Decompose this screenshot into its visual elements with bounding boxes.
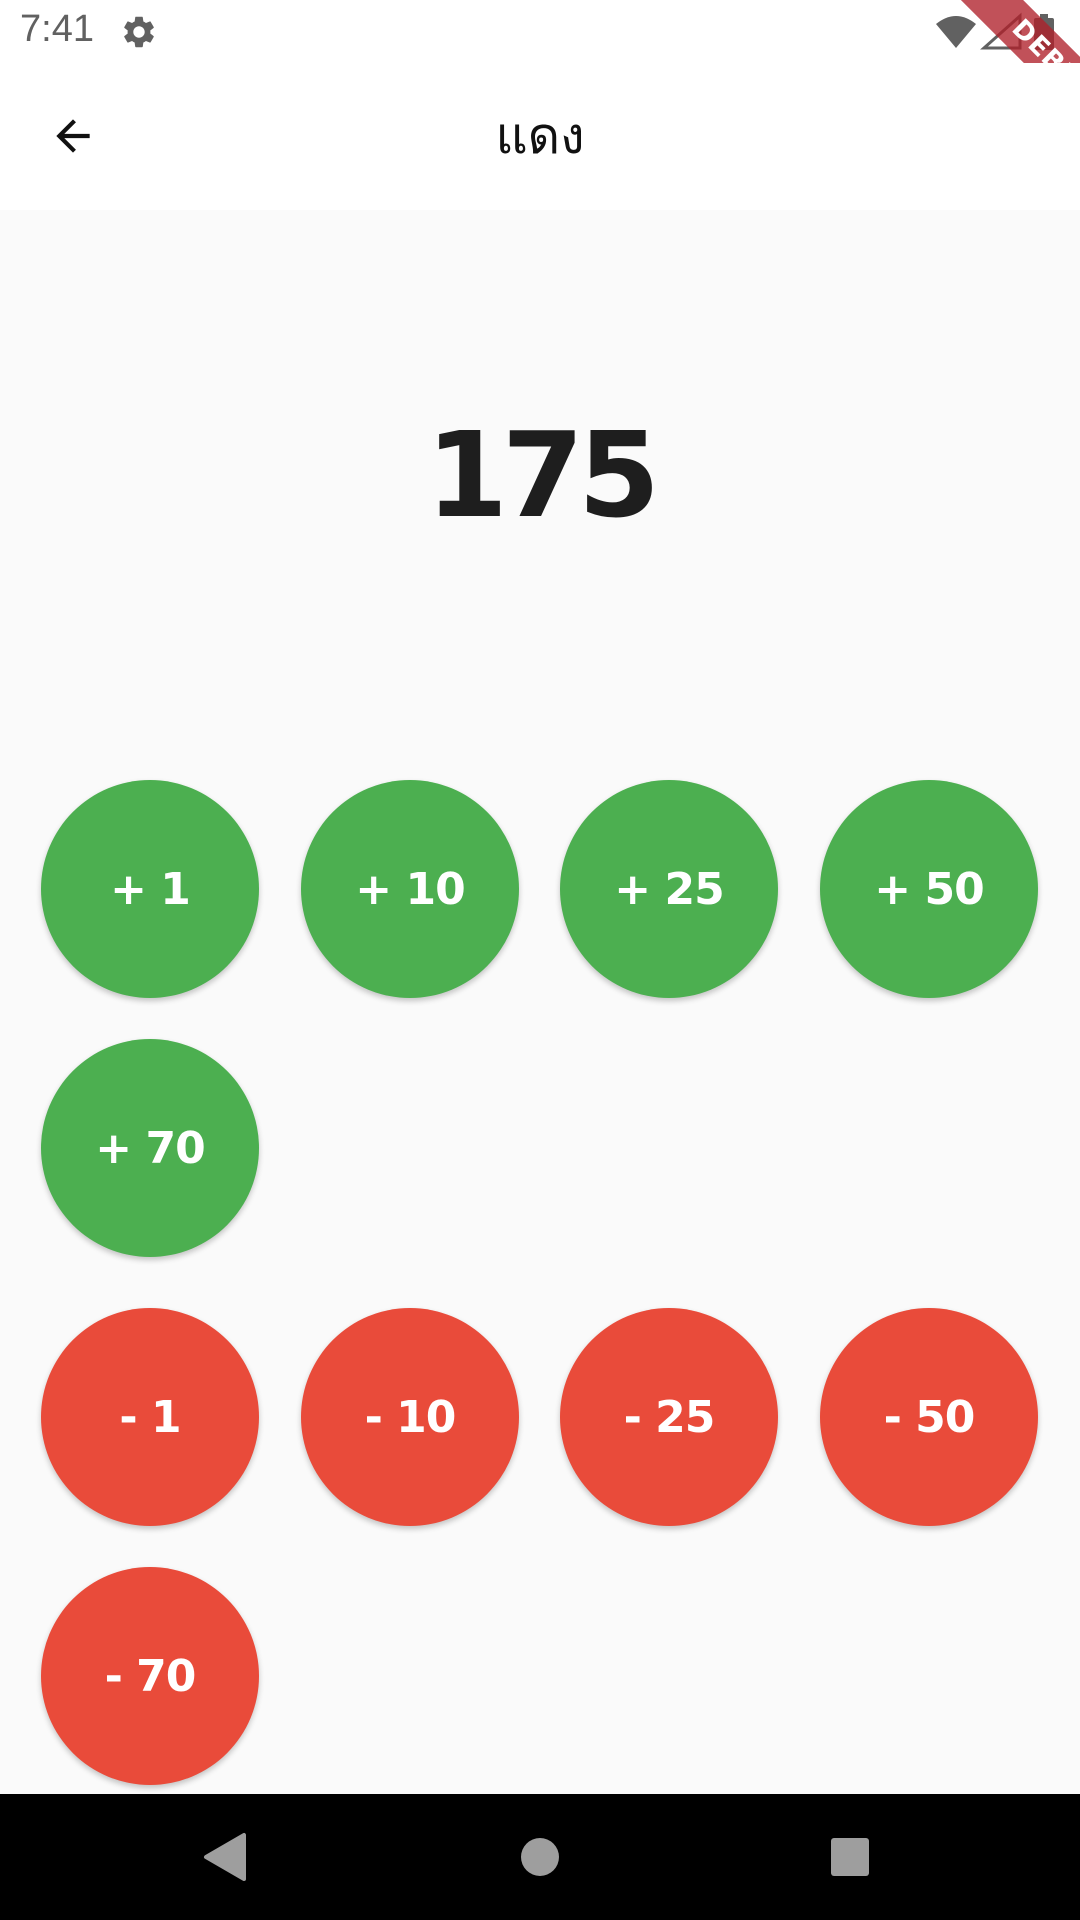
subtract-10-button[interactable]: - 10 xyxy=(301,1308,519,1526)
status-bar: 7:41 xyxy=(0,0,1080,63)
arrow-back-icon xyxy=(56,119,90,153)
back-button[interactable] xyxy=(40,103,106,169)
battery-icon xyxy=(1034,14,1054,50)
add-50-button[interactable]: + 50 xyxy=(820,780,1038,998)
nav-home-icon[interactable] xyxy=(510,1827,570,1887)
page-title: แดง xyxy=(495,107,585,165)
add-25-button[interactable]: + 25 xyxy=(560,780,778,998)
status-icons xyxy=(936,12,1054,50)
navigation-bar xyxy=(0,1794,1080,1920)
counter-value: 175 xyxy=(425,406,660,544)
subtract-50-button[interactable]: - 50 xyxy=(820,1308,1038,1526)
wifi-icon xyxy=(936,16,976,48)
gear-icon xyxy=(124,16,154,48)
add-70-button[interactable]: + 70 xyxy=(41,1039,259,1257)
status-time: 7:41 xyxy=(20,8,94,50)
signal-icon xyxy=(980,12,1022,50)
nav-back-icon[interactable] xyxy=(196,1827,256,1887)
add-1-button[interactable]: + 1 xyxy=(41,780,259,998)
subtract-1-button[interactable]: - 1 xyxy=(41,1308,259,1526)
subtract-70-button[interactable]: - 70 xyxy=(41,1567,259,1785)
add-10-button[interactable]: + 10 xyxy=(301,780,519,998)
subtract-25-button[interactable]: - 25 xyxy=(560,1308,778,1526)
app-bar: แดง xyxy=(0,63,1080,210)
nav-recents-icon[interactable] xyxy=(820,1827,880,1887)
